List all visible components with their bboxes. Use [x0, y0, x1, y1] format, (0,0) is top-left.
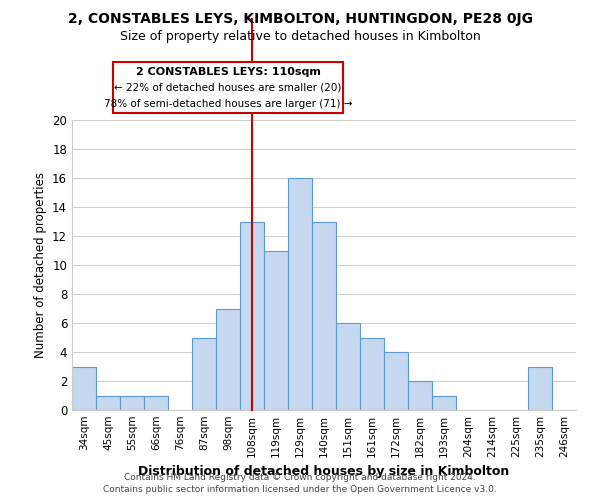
- Text: Size of property relative to detached houses in Kimbolton: Size of property relative to detached ho…: [119, 30, 481, 43]
- Bar: [408, 381, 432, 410]
- Bar: [192, 338, 216, 410]
- Bar: [120, 396, 144, 410]
- Bar: [312, 222, 336, 410]
- FancyBboxPatch shape: [113, 62, 343, 113]
- Bar: [528, 366, 552, 410]
- Bar: [336, 323, 360, 410]
- Text: 2 CONSTABLES LEYS: 110sqm: 2 CONSTABLES LEYS: 110sqm: [136, 67, 320, 77]
- Bar: [384, 352, 408, 410]
- Bar: [96, 396, 120, 410]
- Bar: [432, 396, 456, 410]
- Text: 2, CONSTABLES LEYS, KIMBOLTON, HUNTINGDON, PE28 0JG: 2, CONSTABLES LEYS, KIMBOLTON, HUNTINGDO…: [67, 12, 533, 26]
- Text: Contains public sector information licensed under the Open Government Licence v3: Contains public sector information licen…: [103, 485, 497, 494]
- X-axis label: Distribution of detached houses by size in Kimbolton: Distribution of detached houses by size …: [139, 466, 509, 478]
- Y-axis label: Number of detached properties: Number of detached properties: [34, 172, 47, 358]
- Bar: [264, 250, 288, 410]
- Bar: [144, 396, 168, 410]
- Bar: [216, 308, 240, 410]
- Bar: [288, 178, 312, 410]
- Text: Contains HM Land Registry data © Crown copyright and database right 2024.: Contains HM Land Registry data © Crown c…: [124, 472, 476, 482]
- Text: 78% of semi-detached houses are larger (71) →: 78% of semi-detached houses are larger (…: [104, 98, 352, 108]
- Text: ← 22% of detached houses are smaller (20): ← 22% of detached houses are smaller (20…: [115, 82, 341, 92]
- Bar: [72, 366, 96, 410]
- Bar: [240, 222, 264, 410]
- Bar: [360, 338, 384, 410]
